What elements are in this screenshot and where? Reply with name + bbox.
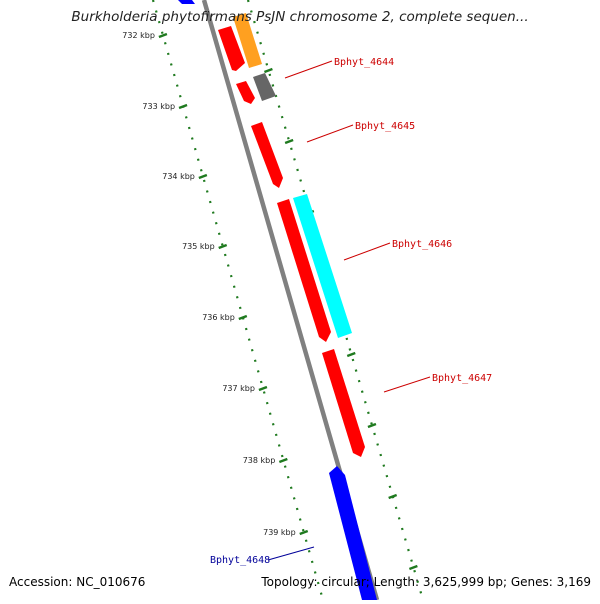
gene-label-bphyt-4644[interactable]: Bphyt_4644	[334, 57, 394, 68]
gene-label-bphyt-4646[interactable]: Bphyt_4646	[392, 239, 452, 250]
kbp-tick-mark	[198, 173, 208, 180]
gene-arrow-blue-top[interactable]	[178, 0, 195, 4]
outer-tick-mark	[388, 493, 398, 500]
kbp-tick-mark	[178, 103, 188, 110]
kbp-tick-label: 735 kbp	[182, 242, 215, 251]
gene-arrow-red-1[interactable]	[218, 26, 245, 71]
outer-tick-mark	[367, 422, 377, 429]
inner-scale-dotted-line	[151, 0, 325, 601]
gene-arrow-blue-bottom[interactable]	[329, 466, 377, 600]
kbp-tick-mark	[238, 314, 248, 321]
kbp-tick-mark	[299, 529, 309, 536]
outer-tick-mark	[263, 67, 273, 74]
kbp-tick-label: 736 kbp	[202, 313, 235, 322]
kbp-tick-label: 733 kbp	[142, 102, 175, 111]
gene-arrow-red-5[interactable]	[322, 349, 365, 457]
map-title: Burkholderia phytofirmans PsJN chromosom…	[71, 9, 529, 25]
outer-tick-mark	[346, 351, 356, 358]
accession-text: Accession: NC_010676	[9, 575, 146, 589]
gene-label-bphyt-4647[interactable]: Bphyt_4647	[432, 373, 492, 384]
gene-arrow-gray[interactable]	[253, 73, 276, 101]
kbp-tick-mark	[258, 385, 268, 392]
gene-label-bphyt-4645[interactable]: Bphyt_4645	[355, 121, 415, 132]
outer-tick-mark	[408, 564, 418, 571]
topology-text: Topology: circular; Length: 3,625,999 bp…	[261, 575, 591, 589]
gene-label-bphyt-4648[interactable]: Bphyt_4648	[210, 555, 270, 566]
kbp-tick-mark	[278, 457, 288, 464]
outer-tick-mark	[284, 138, 294, 145]
kbp-tick-mark	[218, 243, 228, 250]
gene-labels: Bphyt_4644 Bphyt_4645 Bphyt_4646 Bphyt_4…	[210, 57, 492, 566]
kbp-tick-label: 738 kbp	[243, 456, 276, 465]
gene-arrow-cyan[interactable]	[293, 194, 352, 338]
kbp-tick-label: 734 kbp	[162, 172, 195, 181]
gene-arrow-red-2[interactable]	[236, 81, 255, 104]
gene-arrow-orange[interactable]	[233, 13, 262, 68]
kbp-tick-label: 732 kbp	[122, 31, 155, 40]
kbp-tick-mark	[158, 32, 168, 39]
gene-arrow-red-3[interactable]	[251, 122, 283, 188]
gene-label-leaders	[267, 60, 431, 561]
kbp-tick-label: 737 kbp	[222, 384, 255, 393]
gene-features	[178, 0, 377, 600]
kbp-scale: 732 kbp 733 kbp 734 kbp 735 kbp 736 kbp 737 k…	[122, 31, 418, 571]
kbp-tick-label: 739 kbp	[263, 528, 296, 537]
gene-arrow-red-4[interactable]	[277, 199, 331, 342]
